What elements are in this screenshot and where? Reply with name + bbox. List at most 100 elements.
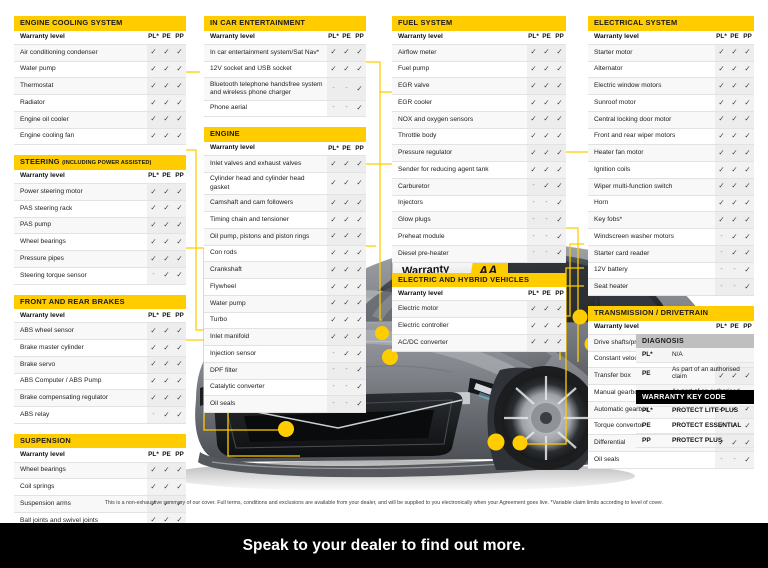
table-header-row: Warranty level PL* PE PP: [392, 30, 566, 45]
cell-pe: ✓: [728, 178, 741, 196]
not-covered-icon: -: [532, 199, 535, 206]
tick-icon: ✓: [343, 281, 350, 291]
coverage-table-fuel-system: Warranty level PL* PE PP Airflow meter ✓ ✓ ✓ Fue…: [392, 30, 566, 263]
row-label: Alternator: [588, 61, 715, 79]
row-label: 12V battery: [588, 262, 715, 280]
tick-icon: ✓: [176, 203, 183, 213]
tick-icon: ✓: [556, 320, 563, 330]
section-electrical-system: ELECTRICAL SYSTEM Warranty level PL* PE PP St…: [588, 16, 754, 296]
cell-pe: ✓: [728, 77, 741, 95]
cell-pp: ✓: [173, 94, 186, 112]
cell-pe: ✓: [540, 300, 553, 318]
cell-pl: ✓: [715, 94, 728, 112]
cell-pp: ✓: [173, 389, 186, 407]
row-label: Central locking door motor: [588, 111, 715, 129]
tick-icon: ✓: [556, 214, 563, 224]
cell-pe: ✓: [340, 261, 353, 280]
cell-pe: ✓: [160, 322, 173, 340]
tick-icon: ✓: [556, 181, 563, 191]
row-label: Carburetor: [392, 178, 527, 196]
cell-pp: ✓: [353, 194, 366, 213]
row-label: PAS pump: [14, 217, 147, 235]
section-title-suspension: SUSPENSION: [14, 433, 186, 449]
col-header-pe: PE: [540, 30, 553, 45]
tick-icon: ✓: [731, 64, 738, 73]
legend-key: PE: [636, 362, 668, 386]
table-row: ABS relay - ✓ ✓: [14, 406, 186, 424]
tick-icon: ✓: [343, 315, 350, 325]
cell-pe: -: [340, 100, 353, 118]
not-covered-icon: -: [733, 282, 736, 290]
tick-icon: ✓: [744, 80, 751, 90]
tick-icon: ✓: [744, 147, 751, 157]
cell-pl: ✓: [147, 111, 160, 129]
tick-icon: ✓: [356, 158, 363, 168]
table-row: Seat heater - - ✓: [588, 278, 754, 296]
tick-icon: ✓: [530, 164, 537, 174]
cta-text: Speak to your dealer to find out more.: [242, 536, 526, 554]
tick-icon: ✓: [176, 220, 183, 229]
row-label: Brake servo: [14, 356, 147, 374]
legend-row: PP PROTECT PLUS: [636, 433, 754, 449]
row-label: Sunroof motor: [588, 94, 715, 112]
table-row: Windscreen washer motors - ✓ ✓: [588, 228, 754, 246]
not-covered-icon: -: [532, 249, 535, 257]
table-row: ABS wheel sensor ✓ ✓ ✓: [14, 322, 186, 340]
legend-row: PL* N/A: [636, 348, 754, 363]
table-row: Bluetooth telephone handsfree system and…: [204, 77, 366, 101]
tick-icon: ✓: [343, 197, 350, 207]
cell-pe: ✓: [160, 200, 173, 218]
tick-icon: ✓: [150, 80, 157, 90]
row-label: Water pump: [14, 61, 147, 79]
cell-pp: ✓: [553, 245, 566, 263]
tick-icon: ✓: [176, 270, 183, 280]
cell-pp: ✓: [173, 462, 186, 480]
cell-pp: ✓: [553, 44, 566, 62]
table-row: Horn ✓ ✓ ✓: [588, 195, 754, 213]
tick-icon: ✓: [356, 64, 363, 73]
row-label: Wheel bearings: [14, 233, 147, 251]
col-header-pe: PE: [728, 320, 741, 335]
cell-pp: ✓: [173, 183, 186, 201]
table-row: Flywheel ✓ ✓ ✓: [204, 278, 366, 296]
tick-icon: ✓: [556, 248, 563, 258]
cell-pe: ✓: [340, 328, 353, 347]
table-row: Brake master cylinder ✓ ✓ ✓: [14, 339, 186, 357]
cell-pp: ✓: [353, 172, 366, 196]
coverage-table-electric-and-hybrid-vehicles: Warranty level PL* PE PP Electric motor ✓ ✓ ✓ El…: [392, 287, 566, 352]
row-label: Flywheel: [204, 278, 327, 296]
row-label: Oil seals: [588, 451, 715, 469]
col-header-pe: PE: [340, 30, 353, 45]
cell-pe: ✓: [540, 161, 553, 179]
table-row: Camshaft and cam followers ✓ ✓ ✓: [204, 194, 366, 213]
row-label: ABS relay: [14, 406, 147, 424]
tick-icon: ✓: [163, 220, 170, 229]
cell-pl: ✓: [327, 194, 340, 213]
not-covered-icon: -: [152, 410, 155, 418]
tick-icon: ✓: [150, 392, 157, 402]
tick-icon: ✓: [556, 147, 563, 157]
cell-pp: ✓: [353, 261, 366, 280]
tick-icon: ✓: [163, 392, 170, 402]
row-label: Injectors: [392, 195, 527, 213]
col-header-warranty-level: Warranty level: [588, 30, 715, 45]
tick-icon: ✓: [718, 114, 725, 124]
tick-icon: ✓: [343, 231, 350, 241]
cell-pe: ✓: [160, 356, 173, 374]
table-row: Injection sensor - ✓ ✓: [204, 345, 366, 363]
row-label: Oil seals: [204, 395, 327, 414]
tick-icon: ✓: [343, 348, 350, 358]
cell-pe: ✓: [728, 195, 741, 213]
cell-pp: ✓: [353, 395, 366, 414]
table-row: Pressure regulator ✓ ✓ ✓: [392, 144, 566, 162]
tick-icon: ✓: [530, 131, 537, 140]
tick-icon: ✓: [731, 181, 738, 191]
tick-icon: ✓: [150, 97, 157, 107]
tick-icon: ✓: [744, 265, 751, 274]
section-title-electrical-system: ELECTRICAL SYSTEM: [588, 16, 754, 31]
tick-icon: ✓: [356, 83, 363, 93]
cell-pl: ✓: [147, 94, 160, 112]
cell-pp: ✓: [741, 161, 754, 179]
tick-icon: ✓: [356, 214, 363, 224]
col-header-pp: PP: [353, 30, 366, 45]
